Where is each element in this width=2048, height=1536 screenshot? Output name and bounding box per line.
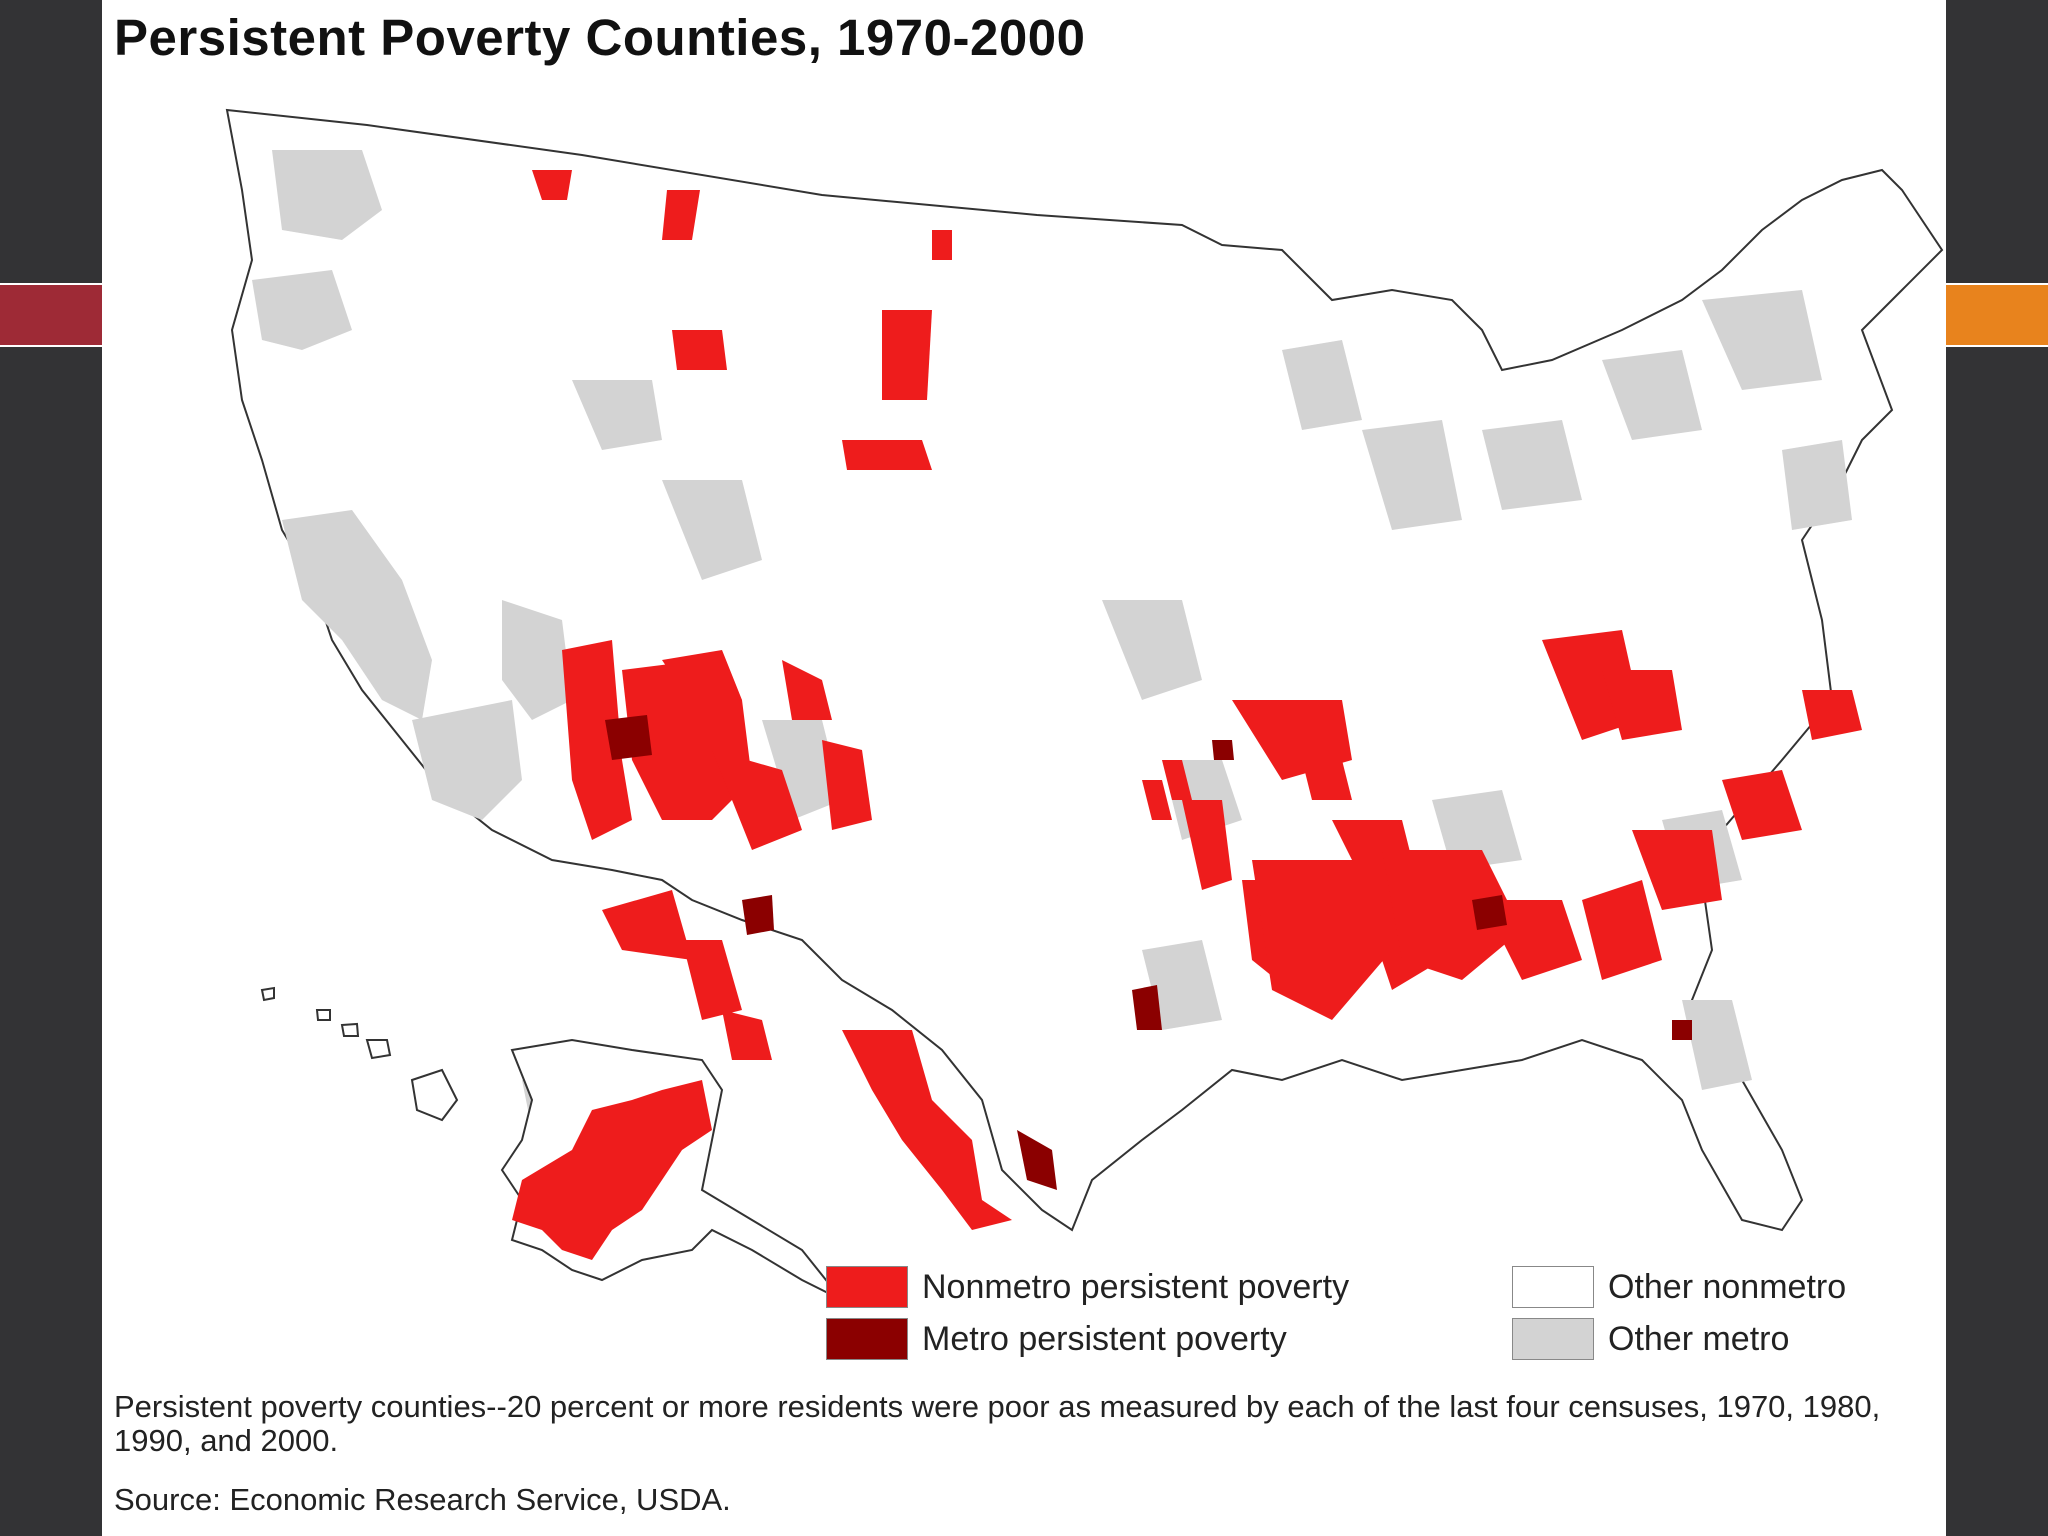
legend-label-other-nonmetro: Other nonmetro: [1608, 1267, 1847, 1306]
legend-item-metro-persistent-poverty: Metro persistent poverty: [826, 1318, 1287, 1360]
legend-item-other-nonmetro: Other nonmetro: [1512, 1266, 1846, 1308]
legend-label-other-metro: Other metro: [1608, 1319, 1790, 1358]
legend-label-nonmetro-persistent-poverty: Nonmetro persistent poverty: [922, 1267, 1350, 1306]
legend-swatch-nonmetro-persistent-poverty: [826, 1266, 908, 1308]
slide: Persistent Poverty Counties, 1970-2000: [102, 0, 1946, 1536]
legend-swatch-other-metro: [1512, 1318, 1594, 1360]
map-caption: Persistent poverty counties--20 percent …: [114, 1389, 1881, 1458]
hawaii-islands: [260, 986, 459, 1122]
map-title: Persistent Poverty Counties, 1970-2000: [114, 9, 1086, 66]
legend-item-nonmetro-persistent-poverty: Nonmetro persistent poverty: [826, 1266, 1349, 1308]
metro-persistent-poverty-areas: [605, 715, 1692, 1190]
map-source: Source: Economic Research Service, USDA.: [114, 1482, 731, 1517]
legend-label-metro-persistent-poverty: Metro persistent poverty: [922, 1319, 1287, 1358]
nonmetro-persistent-poverty-areas: [532, 170, 1862, 1230]
alaska-persistent-poverty: [512, 1080, 712, 1260]
legend-item-other-metro: Other metro: [1512, 1318, 1789, 1360]
accent-bar-right: [1946, 283, 2048, 347]
legend-swatch-other-nonmetro: [1512, 1266, 1594, 1308]
legend-swatch-metro-persistent-poverty: [826, 1318, 908, 1360]
accent-bar-left: [0, 283, 102, 347]
us-map: [225, 108, 1944, 1301]
other-metro-areas: [252, 150, 1852, 1130]
continental-us-outline: [225, 108, 1944, 1232]
